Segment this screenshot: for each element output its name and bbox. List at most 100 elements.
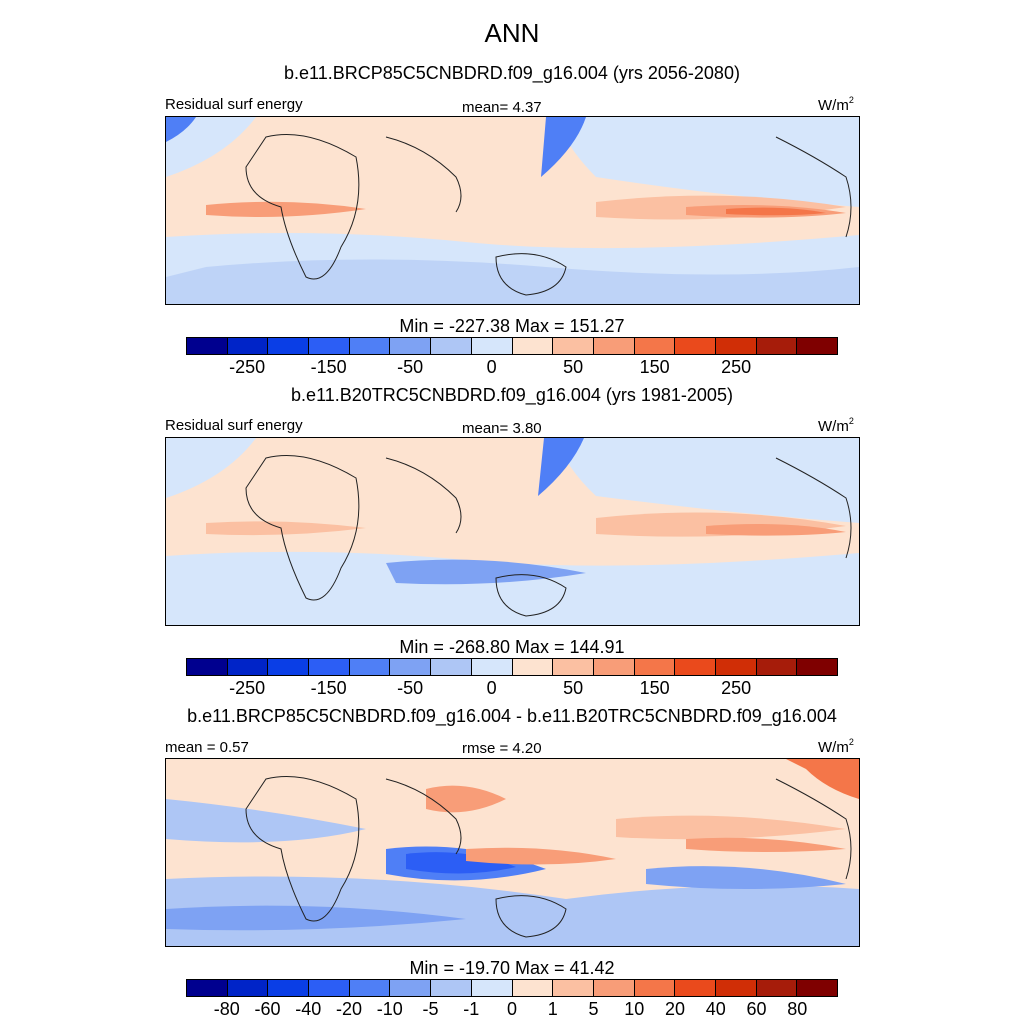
colorbar-swatch <box>349 980 391 996</box>
colorbar-swatch <box>431 980 472 996</box>
colorbar-swatch <box>349 338 391 354</box>
colorbar-tick-label: -80 <box>213 999 240 1019</box>
colorbar-tick-label: 20 <box>664 999 686 1019</box>
colorbar-tick-label: -10 <box>376 999 403 1019</box>
panel-3-map-field <box>166 759 859 946</box>
colorbar-tick-label: -20 <box>335 999 363 1019</box>
colorbar-swatch <box>675 659 716 675</box>
colorbar-tick-label: 150 <box>639 357 670 377</box>
colorbar-swatch <box>512 659 554 675</box>
panel-2-case-title: b.e11.B20TRC5CNBDRD.f09_g16.004 (yrs 198… <box>291 385 733 405</box>
colorbar-swatch <box>593 980 635 996</box>
colorbar-tick-label: 80 <box>787 999 808 1019</box>
colorbar-tick-label: 0 <box>506 999 518 1019</box>
colorbar-swatch <box>309 338 350 354</box>
colorbar-swatch <box>187 980 228 996</box>
colorbar-swatch <box>593 338 635 354</box>
colorbar-swatch <box>390 980 432 996</box>
panel-3-rmse-label: rmse = 4.20 <box>462 740 542 757</box>
colorbar-tick-label: 60 <box>746 999 767 1019</box>
colorbar-swatch <box>756 338 798 354</box>
colorbar-swatch <box>797 659 837 675</box>
panel-3-min-max: Min = -19.70 Max = 41.42 <box>409 958 615 978</box>
colorbar-swatch <box>756 980 798 996</box>
colorbar-tick-label: 250 <box>721 678 752 698</box>
colorbar-swatch <box>349 659 391 675</box>
colorbar-swatch <box>797 338 837 354</box>
colorbar-swatch <box>593 659 635 675</box>
colorbar-swatch <box>227 659 269 675</box>
colorbar-swatch <box>309 980 350 996</box>
colorbar-swatch <box>756 659 798 675</box>
panel-1-map <box>165 116 860 305</box>
panel-1-min-max: Min = -227.38 Max = 151.27 <box>399 316 625 336</box>
panel-1-mean-label: mean= 4.37 <box>462 99 542 116</box>
colorbar-swatch <box>675 980 716 996</box>
colorbar-tick-label: 150 <box>639 678 670 698</box>
colorbar-swatch <box>553 659 594 675</box>
colorbar-tick-label: -60 <box>254 999 281 1019</box>
colorbar-swatch <box>634 659 676 675</box>
panel-1-variable-label: Residual surf energy <box>165 96 303 113</box>
colorbar-swatch <box>715 980 757 996</box>
colorbar-tick-label: 40 <box>705 999 726 1019</box>
colorbar-tick-label: -50 <box>397 678 424 698</box>
colorbar-swatch <box>512 980 554 996</box>
colorbar-swatch <box>227 338 269 354</box>
colorbar-swatch <box>553 980 594 996</box>
colorbar-swatch <box>187 659 228 675</box>
colorbar-swatch <box>797 980 837 996</box>
colorbar-swatch <box>187 338 228 354</box>
colorbar-tick-label: 5 <box>588 999 599 1019</box>
colorbar-swatch <box>471 980 513 996</box>
panel-2-mean-label: mean= 3.80 <box>462 420 542 437</box>
colorbar-tick-label: 1 <box>547 999 558 1019</box>
panel-2-min-max: Min = -268.80 Max = 144.91 <box>399 637 625 657</box>
panel-3-case-title: b.e11.BRCP85C5CNBDRD.f09_g16.004 - b.e11… <box>187 706 837 726</box>
panel-2-map <box>165 437 860 626</box>
colorbar-swatch <box>715 659 757 675</box>
colorbar-tick-label: 10 <box>624 999 645 1019</box>
colorbar-swatch <box>268 659 310 675</box>
panel-1-case-title: b.e11.BRCP85C5CNBDRD.f09_g16.004 (yrs 20… <box>284 63 740 83</box>
colorbar-swatch <box>390 659 432 675</box>
colorbar-tick-label: -150 <box>310 357 347 377</box>
panel-3-colorbar <box>186 979 838 997</box>
panel-3-mean-label: mean = 0.57 <box>165 739 249 756</box>
panel-2-colorbar <box>186 658 838 676</box>
colorbar-tick-label: 250 <box>721 357 752 377</box>
panel-3-map <box>165 758 860 947</box>
colorbar-tick-label: -50 <box>397 357 424 377</box>
panel-1-map-field <box>166 117 859 304</box>
panel-2-map-field <box>166 438 859 625</box>
colorbar-tick-label: 50 <box>563 357 584 377</box>
colorbar-tick-label: -1 <box>463 999 480 1019</box>
colorbar-swatch <box>715 338 757 354</box>
panel-3-units: W/m2 <box>818 737 854 756</box>
colorbar-tick-label: -250 <box>229 678 266 698</box>
colorbar-swatch <box>553 338 594 354</box>
colorbar-swatch <box>675 338 716 354</box>
colorbar-swatch <box>431 338 472 354</box>
colorbar-tick-label: -5 <box>422 999 439 1019</box>
colorbar-tick-label: -150 <box>310 678 347 698</box>
colorbar-swatch <box>268 980 310 996</box>
colorbar-swatch <box>431 659 472 675</box>
figure-title: ANN <box>484 18 540 48</box>
colorbar-tick-label: 50 <box>563 678 584 698</box>
colorbar-swatch <box>471 338 513 354</box>
colorbar-swatch <box>227 980 269 996</box>
panel-1-colorbar <box>186 337 838 355</box>
colorbar-swatch <box>512 338 554 354</box>
colorbar-swatch <box>390 338 432 354</box>
colorbar-swatch <box>634 980 676 996</box>
panel-2-units: W/m2 <box>818 416 854 435</box>
colorbar-tick-label: -250 <box>229 357 266 377</box>
colorbar-swatch <box>268 338 310 354</box>
colorbar-tick-label: -40 <box>295 999 322 1019</box>
colorbar-swatch <box>471 659 513 675</box>
colorbar-tick-label: 0 <box>486 357 497 377</box>
colorbar-swatch <box>309 659 350 675</box>
panel-1-units: W/m2 <box>818 95 854 114</box>
colorbar-tick-label: 0 <box>486 678 497 698</box>
